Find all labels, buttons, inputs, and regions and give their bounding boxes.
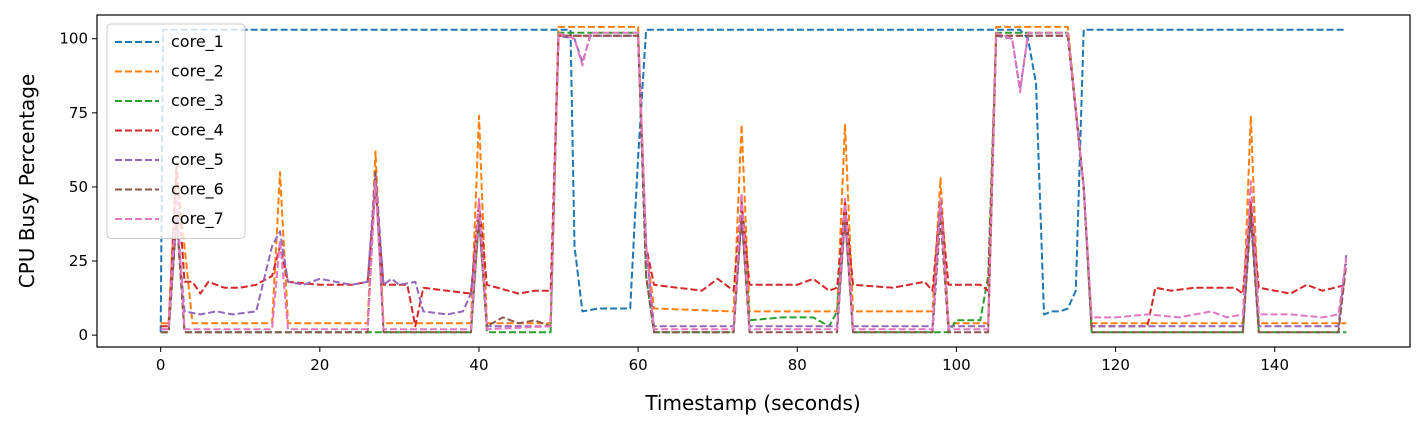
legend-label: core_6 — [171, 180, 224, 200]
series-line-core-7 — [160, 31, 1348, 331]
x-tick-label: 80 — [788, 356, 807, 374]
series-line-core-2 — [160, 25, 1347, 325]
legend-label: core_2 — [171, 62, 224, 82]
x-tick-label: 140 — [1260, 356, 1289, 374]
legend-label: core_5 — [171, 150, 224, 170]
x-axis-title: Timestamp (seconds) — [644, 391, 860, 415]
legend-box — [106, 23, 246, 239]
y-tick-label: 25 — [69, 252, 88, 270]
x-tick-label: 60 — [629, 356, 648, 374]
plot-frame — [96, 14, 1411, 348]
legend-label: core_1 — [171, 32, 224, 52]
x-axis-ticks: 0 20 40 60 80 100 120 140 — [156, 347, 1289, 374]
y-tick-label: 50 — [69, 178, 88, 196]
x-tick-label: 20 — [310, 356, 329, 374]
y-axis-title: CPU Busy Percentage — [15, 74, 39, 289]
x-tick-label: 120 — [1101, 356, 1130, 374]
y-tick-label: 75 — [69, 104, 88, 122]
legend: core_1 core_2 core_3 core_4 core_5 core_6core… — [106, 23, 246, 239]
series-line-core-1 — [159, 28, 1347, 333]
legend-label: core_3 — [171, 91, 224, 111]
y-tick-label: 100 — [59, 30, 88, 48]
series-line-core-5 — [160, 34, 1348, 331]
y-tick-label: 0 — [78, 326, 88, 344]
y-axis-ticks: 0 25 50 75 100 — [59, 30, 97, 344]
x-tick-label: 100 — [942, 356, 971, 374]
plot-lines — [159, 25, 1348, 334]
legend-label: core_7 — [171, 209, 224, 229]
x-tick-label: 40 — [469, 356, 488, 374]
legend-label: core_4 — [171, 121, 224, 141]
x-tick-label: 0 — [156, 356, 166, 374]
